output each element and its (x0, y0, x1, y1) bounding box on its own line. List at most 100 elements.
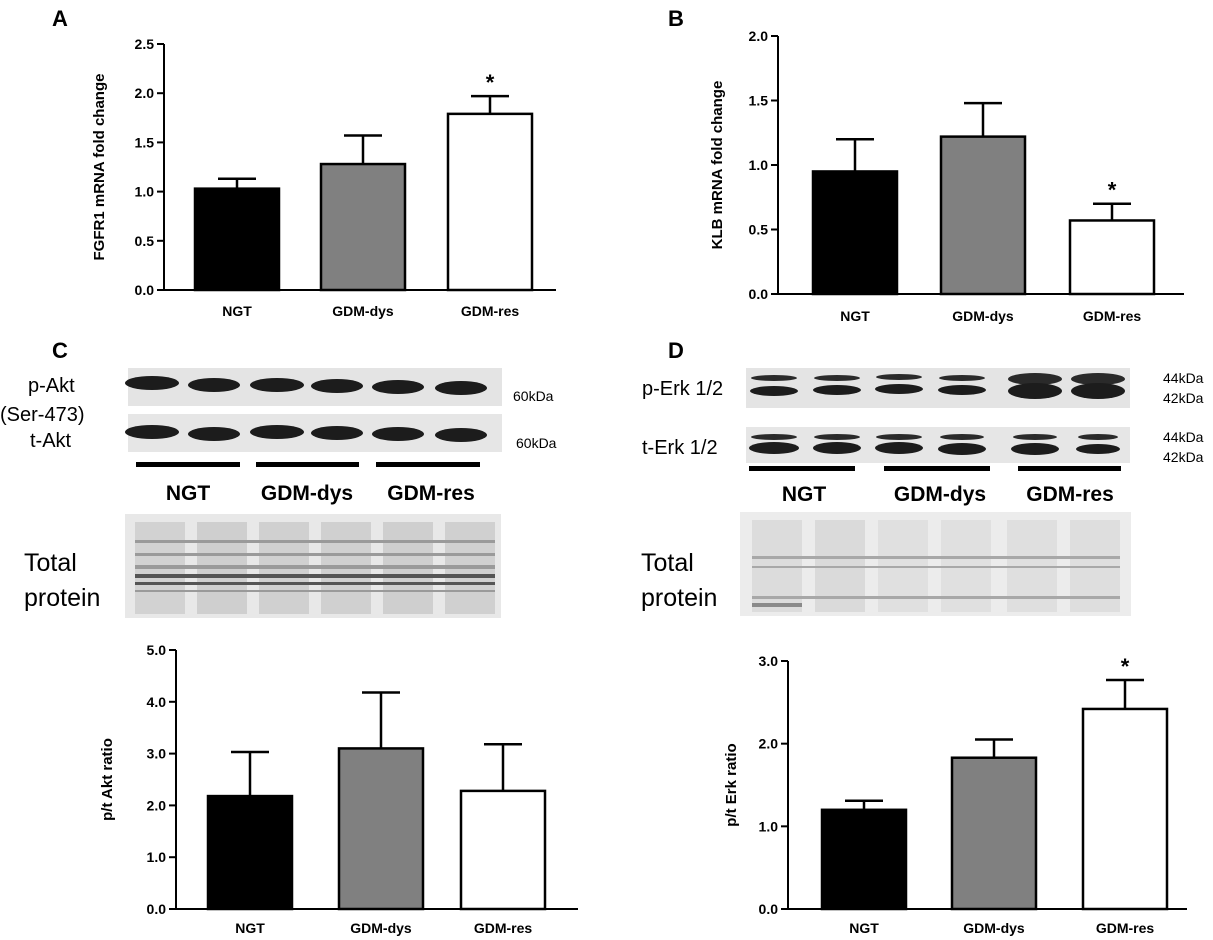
x-category-label: NGT (222, 303, 252, 319)
blot-bands-t-akt (125, 425, 487, 442)
bar-ngt (206, 794, 294, 911)
total-protein-label-c-line2: protein (24, 584, 100, 612)
chart-d: 0.0 1.0 2.0 3.0 p/t Erk ratio NGT GDM-dys GDM-r… (723, 653, 1187, 936)
panel-letter-b: B (668, 6, 684, 31)
group-label-gdm-dys: GDM-dys (261, 482, 353, 505)
blot-row-label-t-erk: t-Erk 1/2 (642, 437, 718, 459)
blot-row-label-p-erk: p-Erk 1/2 (642, 378, 723, 400)
y-tick-label: 0.0 (147, 901, 167, 917)
y-axis-label: KLB mRNA fold change (709, 81, 726, 250)
y-tick-label: 3.0 (759, 653, 779, 669)
blot-bands-p-erk-42 (750, 383, 1125, 399)
bar-gdm-res (1068, 219, 1156, 296)
significance-marker: * (486, 70, 495, 95)
y-tick-label: 0.0 (759, 901, 779, 917)
kda-label-t-akt: 60kDa (516, 435, 557, 451)
y-tick-label: 1.0 (135, 184, 155, 200)
group-bar-ngt-d (749, 466, 855, 471)
bar-gdm-dys (337, 747, 425, 911)
group-label-ngt-d: NGT (782, 483, 827, 506)
total-protein-lanes-d (752, 520, 1120, 612)
group-label-ngt: NGT (166, 482, 211, 505)
x-category-label: NGT (840, 308, 870, 324)
bar-ngt (193, 187, 281, 292)
y-tick-label: 1.5 (749, 93, 769, 109)
y-tick-label: 0.5 (749, 222, 769, 238)
bar-gdm-res (459, 789, 547, 911)
y-tick-label: 2.5 (135, 36, 155, 52)
group-bar-gdm-res-d (1018, 466, 1121, 471)
blot-row-label-t-akt: t-Akt (30, 430, 72, 452)
significance-marker: * (1108, 178, 1117, 203)
y-axis-label: FGFR1 mRNA fold change (91, 74, 108, 261)
x-category-label: GDM-res (1096, 920, 1155, 936)
y-tick-label: 2.0 (759, 736, 779, 752)
group-bar-gdm-res (376, 462, 480, 467)
y-tick-label: 4.0 (147, 694, 167, 710)
blot-strip-t-erk (746, 427, 1130, 463)
x-category-label: GDM-dys (350, 920, 412, 936)
total-protein-lanes-c (135, 522, 495, 614)
y-tick-label: 0.0 (135, 282, 155, 298)
total-protein-label-d-line2: protein (641, 584, 717, 612)
blot-bands-p-erk-44 (751, 373, 1125, 385)
panel-letter-c: C (52, 338, 68, 363)
chart-c: 0.0 1.0 2.0 3.0 4.0 5.0 p/t Akt ratio NGT GDM-dy… (99, 642, 578, 936)
panel-letter-a: A (52, 6, 68, 31)
y-axis-label: p/t Akt ratio (99, 738, 116, 821)
y-tick-label: 2.0 (135, 85, 155, 101)
blot-strip-p-erk (746, 368, 1130, 408)
group-label-gdm-res: GDM-res (387, 482, 475, 505)
blot-row-label-p-akt: p-Akt (28, 375, 75, 397)
bar-ngt (811, 170, 899, 296)
y-tick-label: 2.0 (749, 28, 769, 44)
kda-label-p-erk-42: 42kDa (1163, 390, 1204, 406)
x-category-label: GDM-dys (332, 303, 394, 319)
y-tick-label: 0.0 (749, 286, 769, 302)
group-label-gdm-res-d: GDM-res (1026, 483, 1114, 506)
blot-bands-t-erk-44 (751, 434, 1118, 440)
blot-bands-p-akt (125, 376, 487, 395)
bar-gdm-res (446, 112, 534, 292)
y-tick-label: 3.0 (147, 746, 167, 762)
total-protein-label-c-line1: Total (24, 549, 77, 577)
x-category-label: GDM-res (461, 303, 520, 319)
y-tick-label: 0.5 (135, 233, 155, 249)
y-axis-label: p/t Erk ratio (723, 743, 740, 826)
blot-bands-t-erk-42 (749, 442, 1120, 455)
x-category-label: NGT (849, 920, 879, 936)
blot-row-label-ser473: (Ser-473) (0, 404, 84, 426)
y-tick-label: 1.0 (147, 849, 167, 865)
y-tick-label: 1.0 (749, 157, 769, 173)
group-bar-ngt (136, 462, 240, 467)
x-category-label: GDM-res (1083, 308, 1142, 324)
group-label-gdm-dys-d: GDM-dys (894, 483, 986, 506)
x-category-label: GDM-dys (963, 920, 1025, 936)
kda-label-t-erk-44: 44kDa (1163, 429, 1204, 445)
x-category-label: GDM-res (474, 920, 533, 936)
y-tick-label: 1.5 (135, 134, 155, 150)
kda-label-p-akt: 60kDa (513, 388, 554, 404)
bar-gdm-dys (939, 135, 1027, 296)
group-bar-gdm-dys-d (884, 466, 990, 471)
y-tick-label: 1.0 (759, 818, 779, 834)
kda-label-t-erk-42: 42kDa (1163, 449, 1204, 465)
blot-c: p-Akt (Ser-473) t-Akt 60kDa 60kDa NGT GD… (0, 368, 557, 618)
group-bar-gdm-dys (256, 462, 359, 467)
blot-d: p-Erk 1/2 t-Erk 1/2 44kDa 42kDa 44kDa 42… (641, 368, 1204, 616)
bar-gdm-dys (950, 756, 1038, 911)
bar-gdm-dys (319, 162, 407, 292)
panel-letter-d: D (668, 338, 684, 363)
bar-gdm-res (1081, 707, 1169, 911)
y-tick-label: 2.0 (147, 797, 167, 813)
kda-label-p-erk-44: 44kDa (1163, 370, 1204, 386)
y-tick-label: 5.0 (147, 642, 167, 658)
x-category-label: GDM-dys (952, 308, 1014, 324)
chart-a: 0.0 0.5 1.0 1.5 2.0 2.5 FGFR1 mRNA fold change… (91, 36, 556, 319)
chart-b: 0.0 0.5 1.0 1.5 2.0 KLB mRNA fold change NGT GD… (709, 28, 1184, 324)
x-category-label: NGT (235, 920, 265, 936)
significance-marker: * (1121, 654, 1130, 679)
total-protein-label-d-line1: Total (641, 549, 694, 577)
bar-ngt (820, 808, 908, 911)
